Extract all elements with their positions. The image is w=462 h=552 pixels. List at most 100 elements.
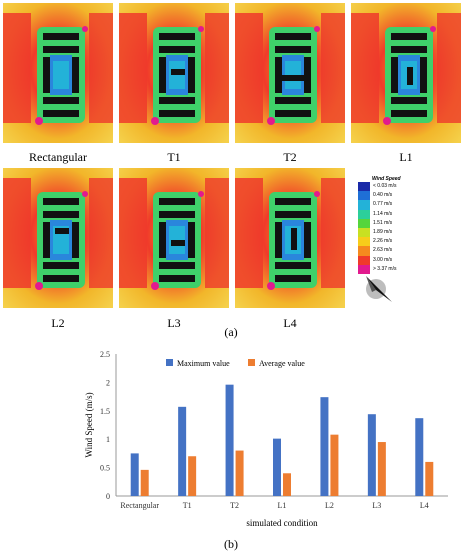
simulation-panel-l1 bbox=[351, 3, 461, 143]
wind-field-map bbox=[235, 3, 345, 143]
building-block bbox=[391, 46, 427, 53]
wind-speed-bar-chart: 0 0.5 1 1.5 2 2.5 Wind Speed (m/s) Rectangular T… bbox=[84, 350, 448, 528]
bar-avg-l1 bbox=[283, 473, 291, 496]
legend-swatch bbox=[358, 191, 370, 201]
legend-swatch bbox=[358, 264, 370, 274]
legend-item: 1.14 m/s bbox=[358, 209, 442, 219]
building-block bbox=[391, 57, 398, 93]
building-block bbox=[275, 262, 311, 269]
panel-label-l1: L1 bbox=[399, 150, 413, 164]
building-block bbox=[159, 262, 195, 269]
bar-max-l2 bbox=[320, 397, 329, 496]
panel-label-l4: L4 bbox=[283, 316, 297, 330]
building-block bbox=[275, 33, 311, 40]
y-tick-label: 1.5 bbox=[100, 407, 110, 416]
building-block bbox=[43, 211, 79, 218]
legend-label: > 3.37 m/s bbox=[373, 265, 397, 272]
simulation-panel-rect bbox=[3, 3, 113, 143]
legend-label: 0.40 m/s bbox=[373, 192, 393, 199]
building-block bbox=[43, 262, 79, 269]
panel-label-rect: Rectangular bbox=[29, 150, 87, 164]
y-tick-label: 1 bbox=[106, 435, 110, 444]
building-block bbox=[159, 198, 195, 205]
bar-max-t1 bbox=[178, 406, 187, 496]
simulation-panel-l2 bbox=[3, 168, 113, 308]
wind-field-map bbox=[235, 168, 345, 308]
legend-item: 2.26 m/s bbox=[358, 237, 442, 247]
building-block bbox=[159, 97, 195, 104]
chart-legend-label: Average value bbox=[259, 359, 305, 368]
building-block bbox=[304, 222, 311, 258]
building-block bbox=[43, 57, 50, 93]
legend-item: 1.89 m/s bbox=[358, 227, 442, 238]
building-block bbox=[159, 110, 195, 117]
bar-max-rectangular bbox=[130, 453, 139, 496]
building-block bbox=[391, 97, 427, 104]
chart-legend-swatch bbox=[166, 359, 173, 366]
wind-field-map bbox=[119, 3, 229, 143]
caption-b: (b) bbox=[224, 537, 238, 551]
building-block bbox=[159, 222, 166, 258]
x-tick-label: Rectangular bbox=[120, 501, 159, 510]
legend-scale: < 0.03 m/s 0.40 m/s 0.77 m/s 1.14 m/s 1.51 m… bbox=[358, 182, 442, 274]
y-axis-label: Wind Speed (m/s) bbox=[84, 392, 94, 457]
building-block bbox=[159, 57, 166, 93]
bar-max-l3 bbox=[367, 414, 376, 496]
legend-swatch bbox=[358, 182, 370, 192]
x-tick-label: T2 bbox=[230, 501, 239, 510]
bar-avg-t2 bbox=[235, 450, 244, 496]
legend-label: 2.26 m/s bbox=[373, 238, 393, 245]
building-block bbox=[43, 198, 79, 205]
chart-legend-swatch bbox=[248, 359, 255, 366]
y-tick-label: 0.5 bbox=[100, 464, 110, 473]
y-tick-label: 0 bbox=[106, 492, 110, 501]
legend-label: 0.77 m/s bbox=[373, 201, 393, 208]
bar-avg-l4 bbox=[425, 461, 434, 496]
building-block bbox=[391, 110, 427, 117]
bar-avg-l3 bbox=[377, 442, 386, 496]
building-block bbox=[43, 97, 79, 104]
legend-swatch bbox=[358, 200, 370, 210]
building-block bbox=[275, 222, 282, 258]
x-tick-label: L1 bbox=[278, 501, 287, 510]
building-block bbox=[55, 228, 69, 234]
bar-avg-rectangular bbox=[140, 469, 149, 496]
legend-swatch bbox=[358, 209, 370, 219]
panel-label-t1: T1 bbox=[167, 150, 181, 164]
building-block bbox=[282, 75, 304, 81]
wind-field-map bbox=[119, 168, 229, 308]
x-tick-label: L3 bbox=[372, 501, 381, 510]
building-block bbox=[275, 97, 311, 104]
wind-field-map bbox=[351, 3, 461, 143]
building-block bbox=[43, 46, 79, 53]
bar-avg-l2 bbox=[330, 434, 339, 496]
y-tick-label: 2 bbox=[106, 378, 110, 387]
legend-swatch bbox=[358, 237, 370, 247]
simulation-panel-l4 bbox=[235, 168, 345, 308]
x-tick-label: L2 bbox=[325, 501, 334, 510]
simulation-panel-t2 bbox=[235, 3, 345, 143]
x-axis-label: simulated condition bbox=[246, 518, 318, 528]
building-block bbox=[304, 57, 311, 93]
building-block bbox=[391, 33, 427, 40]
building-block bbox=[43, 222, 50, 258]
bar-max-l1 bbox=[273, 438, 281, 496]
legend-label: 2.63 m/s bbox=[373, 247, 393, 254]
x-tick-label: L4 bbox=[420, 501, 429, 510]
legend-label: 3.00 m/s bbox=[373, 256, 393, 263]
building-block bbox=[291, 228, 297, 250]
wind-speed-legend: Wind Speed < 0.03 m/s 0.40 m/s 0.77 m/s 1.1… bbox=[358, 176, 442, 274]
legend-item: 0.77 m/s bbox=[358, 200, 442, 210]
building-block bbox=[159, 46, 195, 53]
building-block bbox=[188, 57, 195, 93]
panel-label-l2: L2 bbox=[51, 316, 65, 330]
legend-item: 3.00 m/s bbox=[358, 255, 442, 265]
building-block bbox=[159, 275, 195, 282]
building-block bbox=[43, 110, 79, 117]
bar-avg-t1 bbox=[188, 456, 197, 496]
chart-legend-label: Maximum value bbox=[177, 359, 230, 368]
building-block bbox=[275, 46, 311, 53]
building-block bbox=[275, 57, 282, 93]
legend-swatch bbox=[358, 218, 370, 228]
building-block bbox=[188, 222, 195, 258]
